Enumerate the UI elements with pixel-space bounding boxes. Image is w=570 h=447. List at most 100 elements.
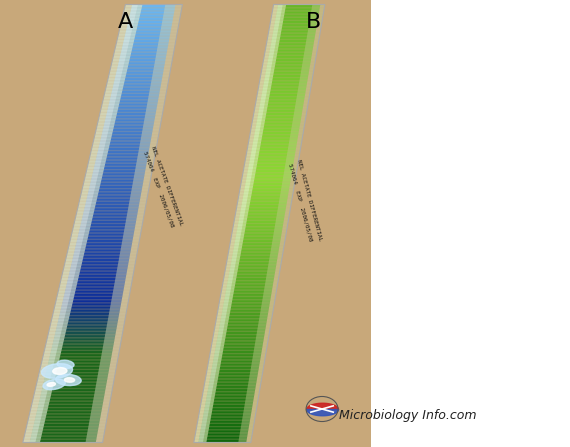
Text: NEL ACETATE DIFFERENTIAL
574064  EXP  2006/05/08: NEL ACETATE DIFFERENTIAL 574064 EXP 2006… xyxy=(141,146,184,230)
Polygon shape xyxy=(230,267,235,269)
Polygon shape xyxy=(198,441,203,443)
Polygon shape xyxy=(276,15,319,16)
Polygon shape xyxy=(239,438,251,439)
Polygon shape xyxy=(264,288,277,289)
Polygon shape xyxy=(50,324,68,326)
Polygon shape xyxy=(242,202,247,203)
Polygon shape xyxy=(260,76,273,77)
Polygon shape xyxy=(213,362,260,364)
Polygon shape xyxy=(46,345,63,346)
Polygon shape xyxy=(144,118,162,120)
Polygon shape xyxy=(78,206,95,207)
Polygon shape xyxy=(236,234,282,235)
Polygon shape xyxy=(234,219,247,220)
Polygon shape xyxy=(222,286,235,288)
Polygon shape xyxy=(47,367,109,368)
Polygon shape xyxy=(249,380,262,381)
Polygon shape xyxy=(112,91,160,92)
Polygon shape xyxy=(102,102,120,104)
Polygon shape xyxy=(226,291,231,292)
Polygon shape xyxy=(70,270,76,272)
Polygon shape xyxy=(80,198,97,200)
Polygon shape xyxy=(258,89,271,91)
Polygon shape xyxy=(206,375,218,377)
Polygon shape xyxy=(223,302,229,304)
Polygon shape xyxy=(160,31,178,32)
Polygon shape xyxy=(84,178,102,180)
Polygon shape xyxy=(249,162,254,164)
Polygon shape xyxy=(203,387,217,388)
Polygon shape xyxy=(258,86,271,88)
Polygon shape xyxy=(102,133,108,135)
Polygon shape xyxy=(112,298,129,299)
Polygon shape xyxy=(203,413,251,415)
Polygon shape xyxy=(199,413,211,415)
Polygon shape xyxy=(31,435,97,437)
Polygon shape xyxy=(198,439,203,441)
Polygon shape xyxy=(260,99,266,101)
Polygon shape xyxy=(210,374,258,375)
Polygon shape xyxy=(255,130,260,131)
Polygon shape xyxy=(88,161,106,162)
Polygon shape xyxy=(287,153,300,155)
Polygon shape xyxy=(123,238,140,240)
Polygon shape xyxy=(288,143,302,145)
Polygon shape xyxy=(247,390,260,392)
Polygon shape xyxy=(124,37,170,38)
Polygon shape xyxy=(74,224,91,225)
Polygon shape xyxy=(157,45,175,47)
Polygon shape xyxy=(262,298,275,299)
Polygon shape xyxy=(298,89,311,91)
Polygon shape xyxy=(99,146,105,148)
Polygon shape xyxy=(222,289,234,291)
Polygon shape xyxy=(213,336,226,337)
Polygon shape xyxy=(203,415,208,416)
Polygon shape xyxy=(74,251,80,253)
Polygon shape xyxy=(264,77,270,79)
Polygon shape xyxy=(80,225,86,227)
Polygon shape xyxy=(36,413,101,415)
Polygon shape xyxy=(198,419,210,421)
Polygon shape xyxy=(60,312,66,314)
Polygon shape xyxy=(145,113,162,114)
Polygon shape xyxy=(263,83,268,85)
Polygon shape xyxy=(270,51,274,53)
Polygon shape xyxy=(244,167,256,168)
Polygon shape xyxy=(68,249,86,250)
Polygon shape xyxy=(45,346,63,348)
Polygon shape xyxy=(254,348,267,349)
Polygon shape xyxy=(238,222,283,224)
Polygon shape xyxy=(58,321,118,323)
Polygon shape xyxy=(34,425,39,426)
Polygon shape xyxy=(57,295,75,296)
Polygon shape xyxy=(292,120,306,121)
Polygon shape xyxy=(58,292,75,294)
Polygon shape xyxy=(209,381,214,383)
Polygon shape xyxy=(308,28,321,30)
Polygon shape xyxy=(95,388,112,390)
Polygon shape xyxy=(164,12,181,13)
Polygon shape xyxy=(254,350,266,352)
Polygon shape xyxy=(112,61,129,63)
Polygon shape xyxy=(263,88,267,89)
Polygon shape xyxy=(261,305,274,307)
Polygon shape xyxy=(114,285,131,286)
Polygon shape xyxy=(72,258,79,260)
Polygon shape xyxy=(290,137,303,139)
Polygon shape xyxy=(290,136,303,137)
Polygon shape xyxy=(197,425,210,426)
Polygon shape xyxy=(43,354,61,355)
Polygon shape xyxy=(102,133,152,135)
Polygon shape xyxy=(264,77,308,79)
Polygon shape xyxy=(141,137,158,139)
Polygon shape xyxy=(40,397,104,399)
Polygon shape xyxy=(226,292,272,294)
Polygon shape xyxy=(35,417,41,419)
Polygon shape xyxy=(103,345,120,346)
Polygon shape xyxy=(223,278,237,279)
Polygon shape xyxy=(219,327,266,329)
Polygon shape xyxy=(259,321,271,323)
Polygon shape xyxy=(30,441,36,443)
Polygon shape xyxy=(256,101,268,102)
Polygon shape xyxy=(263,59,276,60)
